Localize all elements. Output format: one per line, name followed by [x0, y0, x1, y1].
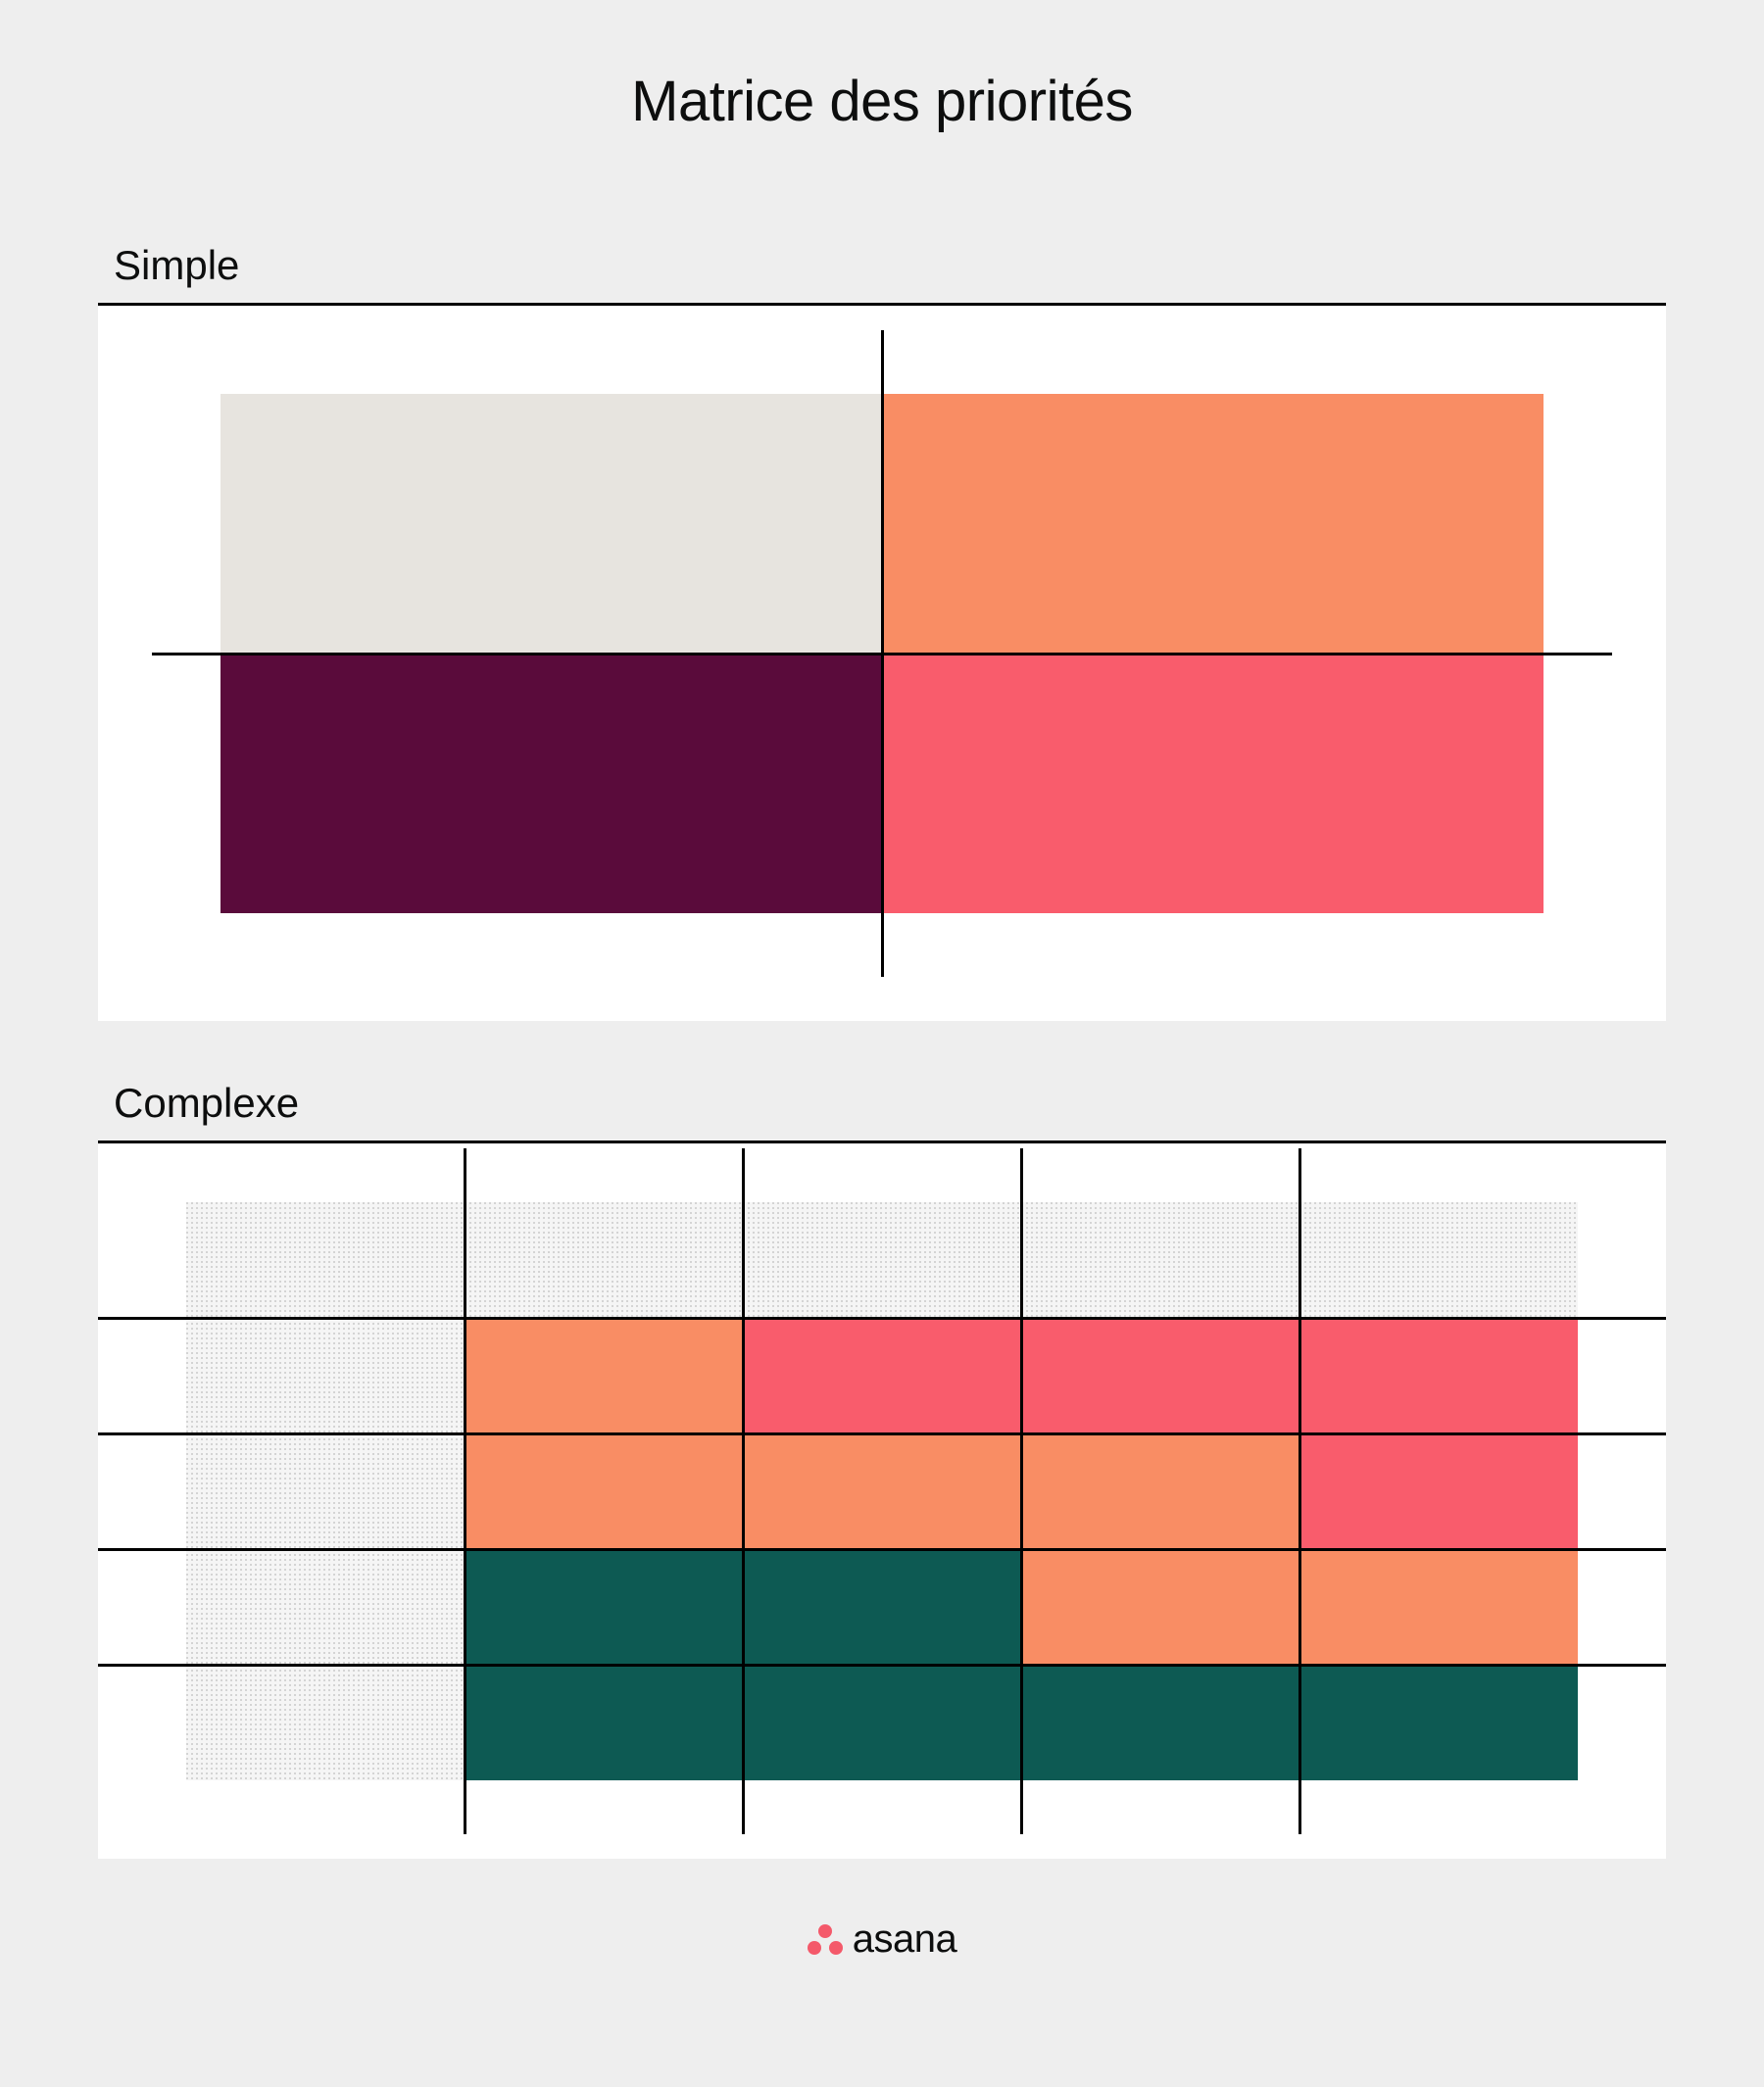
complex-cell-r4-c2	[743, 1665, 1021, 1780]
complex-cell-r3-c4	[1299, 1549, 1578, 1665]
simple-cell-r0-c0	[220, 394, 882, 654]
complex-cell-r0-c3	[1021, 1202, 1299, 1318]
section-complex-label: Complexe	[98, 1080, 1666, 1141]
brand-footer: asana	[98, 1917, 1666, 1962]
complex-vline-3	[1020, 1148, 1023, 1834]
simple-cell-r1-c1	[882, 654, 1544, 913]
panel-simple	[98, 306, 1666, 1021]
complex-cell-r3-c3	[1021, 1549, 1299, 1665]
complex-cell-r2-c4	[1299, 1433, 1578, 1549]
complex-cell-r3-c1	[465, 1549, 743, 1665]
complex-hline-4	[98, 1664, 1666, 1667]
brand-name: asana	[853, 1917, 956, 1962]
complex-cell-r2-c2	[743, 1433, 1021, 1549]
complex-cell-r3-c0	[186, 1549, 465, 1665]
complex-cell-r2-c0	[186, 1433, 465, 1549]
page-title: Matrice des priorités	[98, 69, 1666, 134]
complex-hline-2	[98, 1432, 1666, 1435]
complex-cell-r2-c3	[1021, 1433, 1299, 1549]
matrix-simple	[220, 394, 1544, 913]
section-simple: Simple	[98, 242, 1666, 1021]
complex-cell-r1-c1	[465, 1318, 743, 1433]
complex-cell-r4-c4	[1299, 1665, 1578, 1780]
complex-vline-1	[464, 1148, 466, 1834]
complex-vline-2	[742, 1148, 745, 1834]
complex-cell-r2-c1	[465, 1433, 743, 1549]
complex-cell-r4-c0	[186, 1665, 465, 1780]
complex-cell-r4-c1	[465, 1665, 743, 1780]
section-complex: Complexe	[98, 1080, 1666, 1859]
simple-vline	[881, 330, 884, 977]
complex-cell-r1-c3	[1021, 1318, 1299, 1433]
simple-cell-r1-c0	[220, 654, 882, 913]
complex-cell-r0-c0	[186, 1202, 465, 1318]
complex-cell-r0-c4	[1299, 1202, 1578, 1318]
panel-complex	[98, 1143, 1666, 1859]
complex-vline-4	[1298, 1148, 1301, 1834]
section-simple-label: Simple	[98, 242, 1666, 303]
complex-cell-r0-c2	[743, 1202, 1021, 1318]
complex-hline-1	[98, 1317, 1666, 1320]
complex-cell-r1-c2	[743, 1318, 1021, 1433]
complex-cell-r0-c1	[465, 1202, 743, 1318]
complex-cell-r4-c3	[1021, 1665, 1299, 1780]
simple-cell-r0-c1	[882, 394, 1544, 654]
complex-cell-r3-c2	[743, 1549, 1021, 1665]
asana-logo-icon	[808, 1924, 843, 1956]
complex-cell-r1-c4	[1299, 1318, 1578, 1433]
matrix-complex	[186, 1202, 1578, 1780]
complex-cell-r1-c0	[186, 1318, 465, 1433]
complex-hline-3	[98, 1548, 1666, 1551]
